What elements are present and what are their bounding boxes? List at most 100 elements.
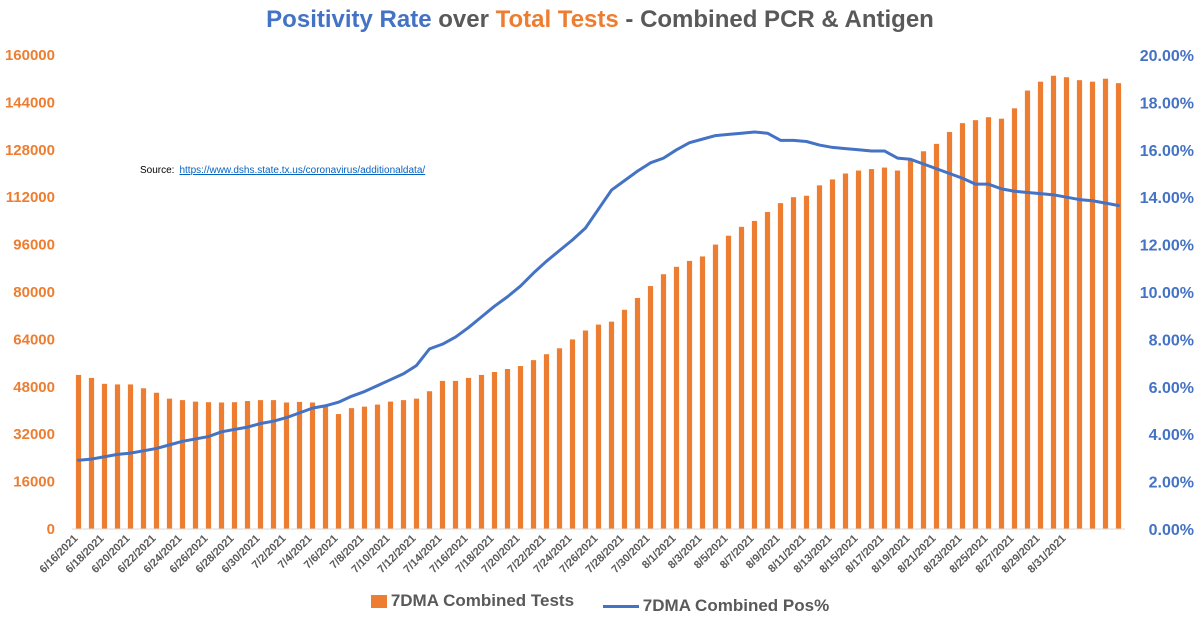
right-axis-tick-label: 20.00%: [1140, 48, 1194, 65]
bar-tests: [660, 274, 667, 529]
bar-tests: [1063, 77, 1070, 529]
bar-tests: [127, 384, 134, 529]
bar-tests: [608, 321, 615, 530]
title-part-over: over: [431, 6, 496, 33]
source-label: Source:: [140, 165, 175, 176]
bar-tests: [777, 203, 784, 530]
bar-tests: [972, 120, 979, 530]
bar-tests: [595, 324, 602, 529]
bar-tests: [504, 369, 511, 529]
bar-tests: [114, 384, 121, 529]
bar-tests: [335, 414, 342, 529]
bar-tests: [1076, 80, 1083, 530]
bar-tests: [257, 400, 264, 529]
bar-tests: [452, 380, 459, 530]
bar-tests: [556, 348, 563, 529]
left-axis-tick-label: 64000: [13, 331, 55, 348]
bar-tests: [179, 400, 186, 529]
bar-tests: [764, 212, 771, 529]
bar-tests: [75, 374, 82, 529]
bar-tests: [868, 169, 875, 529]
bar-tests: [296, 401, 303, 529]
bar-tests: [712, 244, 719, 529]
right-axis-tick-label: 0.00%: [1149, 522, 1194, 539]
bar-tests: [920, 151, 927, 529]
bar-tests: [1037, 81, 1044, 529]
bar-tests: [959, 123, 966, 529]
bar-tests: [790, 197, 797, 529]
bar-tests: [907, 158, 914, 529]
bar-tests: [998, 118, 1005, 529]
bar-tests: [309, 402, 316, 529]
bar-tests: [751, 220, 758, 529]
title-part-subtitle: - Combined PCR & Antigen: [618, 6, 934, 33]
legend-label-tests: 7DMA Combined Tests: [390, 591, 575, 610]
legend-swatch-bar: [370, 594, 387, 608]
bar-tests: [205, 402, 212, 529]
bar-tests: [88, 377, 95, 529]
bar-tests: [985, 117, 992, 530]
title-part-positivity: Positivity Rate: [266, 6, 432, 33]
bar-tests: [686, 260, 693, 529]
bar-tests: [283, 402, 290, 529]
bar-tests: [530, 360, 537, 529]
right-axis-tick-label: 6.00%: [1149, 380, 1194, 397]
chart-title: Positivity Rate over Total Tests - Combi…: [0, 6, 1200, 34]
bar-tests: [855, 170, 862, 530]
bar-tests: [842, 173, 849, 529]
left-axis-tick-label: 128000: [5, 142, 55, 159]
left-axis-tick-label: 80000: [13, 284, 55, 301]
bar-tests: [231, 402, 238, 529]
bar-tests: [1050, 75, 1057, 530]
bar-tests: [803, 195, 810, 529]
bar-tests: [153, 392, 160, 529]
left-axis-tick-label: 144000: [5, 94, 55, 111]
right-axis-tick-label: 8.00%: [1149, 332, 1194, 349]
bar-tests: [1011, 108, 1018, 529]
bar-tests: [465, 377, 472, 529]
left-axis-tick-label: 16000: [13, 474, 55, 491]
bar-tests: [543, 354, 550, 529]
bar-tests: [582, 330, 589, 529]
legend-swatch-line: [602, 604, 639, 608]
right-axis-tick-label: 18.00%: [1140, 95, 1194, 112]
left-axis-tick-label: 96000: [13, 237, 55, 254]
bar-tests: [881, 167, 888, 529]
legend-label-pos: 7DMA Combined Pos%: [642, 596, 830, 615]
bar-tests: [738, 226, 745, 529]
bar-tests: [829, 179, 836, 530]
bar-tests: [270, 400, 277, 529]
bar-tests: [218, 402, 225, 529]
source-link[interactable]: https://www.dshs.state.tx.us/coronavirus…: [179, 165, 426, 176]
bar-tests: [1115, 83, 1122, 529]
bar-tests: [621, 309, 628, 529]
bar-tests: [673, 266, 680, 529]
bar-tests: [400, 400, 407, 529]
bar-tests: [244, 401, 251, 529]
right-axis-tick-label: 2.00%: [1149, 475, 1194, 492]
left-axis-tick-label: 112000: [6, 189, 55, 206]
bar-tests: [361, 406, 368, 529]
legend-item-pos: 7DMA Combined Pos%: [602, 596, 830, 616]
bar-tests: [166, 398, 173, 529]
source-note: Source: https://www.dshs.state.tx.us/coro…: [140, 165, 425, 176]
bar-tests: [478, 374, 485, 529]
bar-tests: [374, 404, 381, 529]
right-axis-tick-label: 14.00%: [1140, 190, 1194, 207]
bar-tests: [491, 371, 498, 529]
bar-tests: [894, 170, 901, 530]
bar-tests: [1089, 81, 1096, 529]
bar-tests: [322, 405, 329, 529]
right-axis-tick-label: 4.00%: [1149, 427, 1194, 444]
left-axis-tick-label: 0: [47, 521, 55, 538]
bar-tests: [439, 380, 446, 530]
bar-tests: [569, 339, 576, 529]
bar-tests: [634, 297, 641, 529]
right-axis-tick-label: 16.00%: [1140, 143, 1194, 160]
chart-legend: 7DMA Combined Tests 7DMA Combined Pos%: [0, 591, 1200, 616]
bar-tests: [647, 286, 654, 529]
bar-tests: [816, 185, 823, 529]
bar-tests: [192, 401, 199, 529]
bar-tests: [140, 388, 147, 529]
